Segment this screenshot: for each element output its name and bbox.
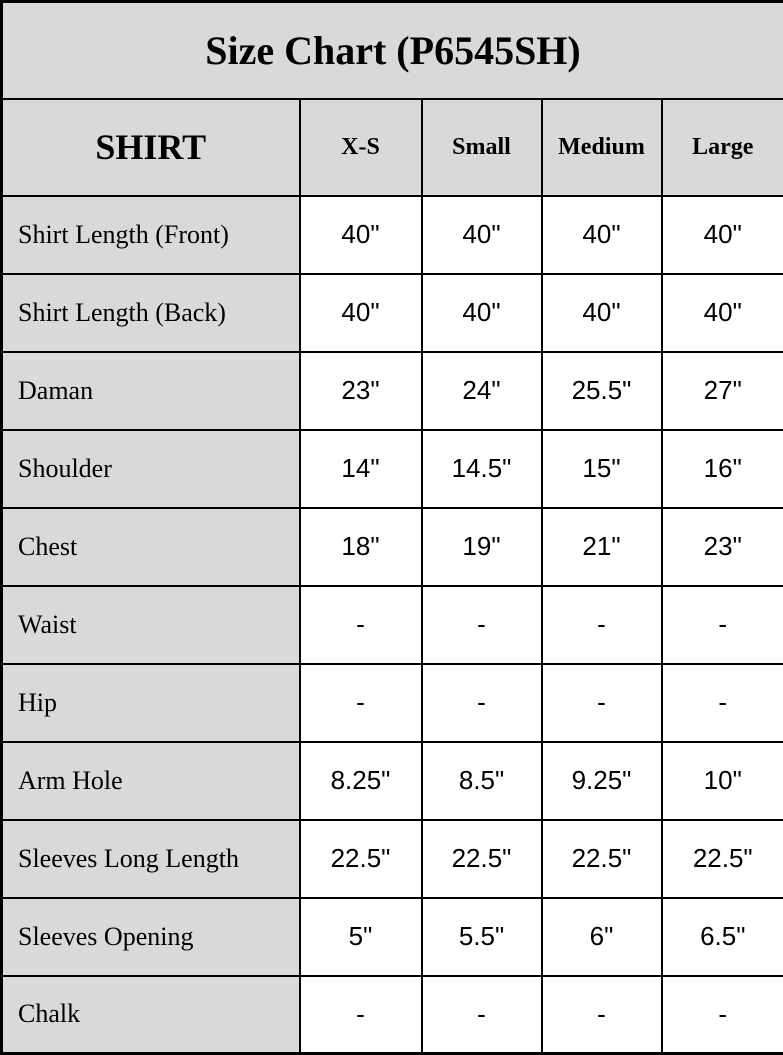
- table-row-sleeves-long-length: Sleeves Long Length 22.5" 22.5" 22.5" 22…: [2, 820, 783, 898]
- cell-value: 27": [662, 352, 783, 430]
- cell-value: 10": [662, 742, 783, 820]
- cell-value: -: [422, 664, 542, 742]
- table-row-shoulder: Shoulder 14" 14.5" 15" 16": [2, 430, 783, 508]
- cell-value: 40": [300, 196, 422, 274]
- cell-value: 14.5": [422, 430, 542, 508]
- cell-value: 22.5": [422, 820, 542, 898]
- cell-value: -: [300, 586, 422, 664]
- row-label: Sleeves Long Length: [2, 820, 300, 898]
- cell-value: 15": [542, 430, 662, 508]
- header-row: SHIRT X-S Small Medium Large: [2, 99, 783, 196]
- cell-value: 18": [300, 508, 422, 586]
- cell-value: -: [542, 976, 662, 1054]
- cell-value: 22.5": [300, 820, 422, 898]
- table-row-arm-hole: Arm Hole 8.25" 8.5" 9.25" 10": [2, 742, 783, 820]
- cell-value: -: [300, 976, 422, 1054]
- cell-value: 40": [662, 274, 783, 352]
- row-label: Arm Hole: [2, 742, 300, 820]
- column-header-xs: X-S: [300, 99, 422, 196]
- cell-value: 40": [300, 274, 422, 352]
- cell-value: 40": [662, 196, 783, 274]
- cell-value: 22.5": [542, 820, 662, 898]
- cell-value: 19": [422, 508, 542, 586]
- cell-value: 40": [542, 274, 662, 352]
- cell-value: 40": [542, 196, 662, 274]
- cell-value: -: [662, 976, 783, 1054]
- table-row-chalk: Chalk - - - -: [2, 976, 783, 1054]
- cell-value: -: [542, 586, 662, 664]
- cell-value: 40": [422, 196, 542, 274]
- cell-value: 23": [662, 508, 783, 586]
- row-label: Shoulder: [2, 430, 300, 508]
- cell-value: 6.5": [662, 898, 783, 976]
- cell-value: 24": [422, 352, 542, 430]
- cell-value: 5.5": [422, 898, 542, 976]
- cell-value: 40": [422, 274, 542, 352]
- cell-value: 8.5": [422, 742, 542, 820]
- row-label: Hip: [2, 664, 300, 742]
- cell-value: -: [662, 664, 783, 742]
- row-label: Daman: [2, 352, 300, 430]
- cell-value: 22.5": [662, 820, 783, 898]
- row-label: Chest: [2, 508, 300, 586]
- column-header-product: SHIRT: [2, 99, 300, 196]
- cell-value: -: [542, 664, 662, 742]
- cell-value: -: [422, 586, 542, 664]
- table-row-sleeves-opening: Sleeves Opening 5" 5.5" 6" 6.5": [2, 898, 783, 976]
- cell-value: 5": [300, 898, 422, 976]
- column-header-small: Small: [422, 99, 542, 196]
- table-row-shirt-length-back: Shirt Length (Back) 40" 40" 40" 40": [2, 274, 783, 352]
- table-row-chest: Chest 18" 19" 21" 23": [2, 508, 783, 586]
- row-label: Sleeves Opening: [2, 898, 300, 976]
- table-row-hip: Hip - - - -: [2, 664, 783, 742]
- table-row-shirt-length-front: Shirt Length (Front) 40" 40" 40" 40": [2, 196, 783, 274]
- cell-value: 21": [542, 508, 662, 586]
- column-header-large: Large: [662, 99, 783, 196]
- row-label: Chalk: [2, 976, 300, 1054]
- cell-value: -: [422, 976, 542, 1054]
- row-label: Shirt Length (Back): [2, 274, 300, 352]
- table-row-waist: Waist - - - -: [2, 586, 783, 664]
- cell-value: 25.5": [542, 352, 662, 430]
- title-row: Size Chart (P6545SH): [2, 2, 783, 99]
- cell-value: 9.25": [542, 742, 662, 820]
- cell-value: 23": [300, 352, 422, 430]
- column-header-medium: Medium: [542, 99, 662, 196]
- cell-value: 14": [300, 430, 422, 508]
- chart-title: Size Chart (P6545SH): [2, 2, 783, 99]
- cell-value: 6": [542, 898, 662, 976]
- table-row-daman: Daman 23" 24" 25.5" 27": [2, 352, 783, 430]
- cell-value: -: [300, 664, 422, 742]
- row-label: Shirt Length (Front): [2, 196, 300, 274]
- cell-value: -: [662, 586, 783, 664]
- row-label: Waist: [2, 586, 300, 664]
- cell-value: 16": [662, 430, 783, 508]
- cell-value: 8.25": [300, 742, 422, 820]
